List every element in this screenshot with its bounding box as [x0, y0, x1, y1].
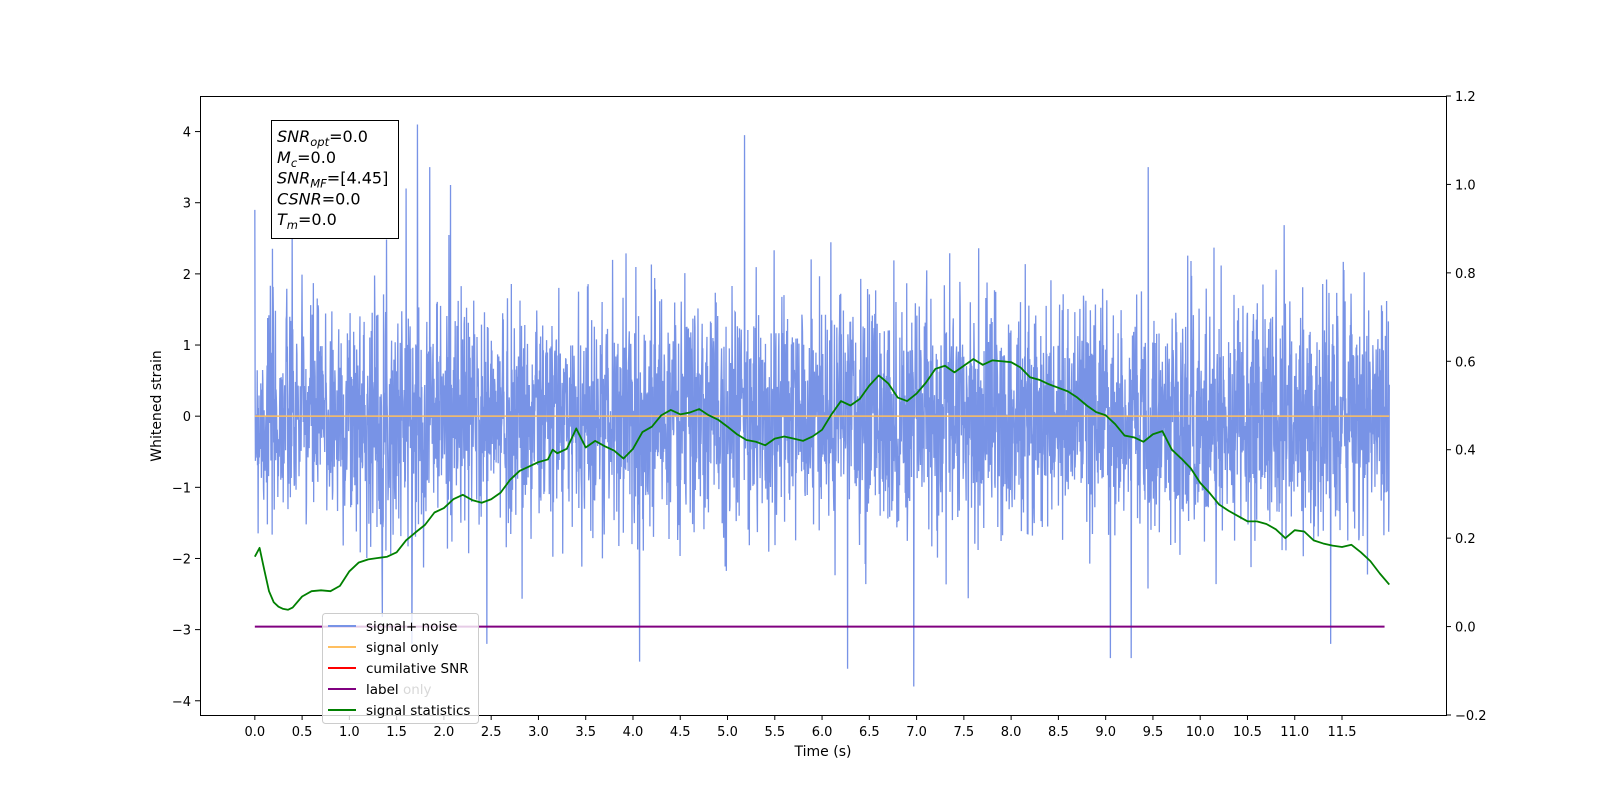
y-tick-label-left: −1 — [172, 481, 191, 496]
info-symbol: T — [277, 210, 288, 229]
x-tick-label: 2.0 — [434, 725, 455, 740]
x-tick-label: 11.5 — [1328, 725, 1357, 740]
legend-label: label — [366, 682, 399, 698]
y-tick-label-left: 3 — [183, 197, 191, 212]
legend-label: cumilative SNR — [366, 661, 469, 677]
x-tick-label: 10.5 — [1233, 725, 1262, 740]
y-tick-label-right: 0.8 — [1455, 267, 1476, 282]
x-tick-label: 2.5 — [481, 725, 502, 740]
info-value: =[4.45] — [327, 169, 389, 188]
x-tick-label: 9.0 — [1095, 725, 1116, 740]
y-tick-label-left: −3 — [172, 624, 191, 639]
info-subscript: m — [287, 218, 298, 232]
y-tick-label-left: 2 — [183, 268, 191, 283]
x-tick-label: 4.0 — [623, 725, 644, 740]
x-tick-label: 1.0 — [339, 725, 360, 740]
series-signal-statistics — [254, 358, 1390, 611]
info-symbol: M — [277, 148, 291, 167]
x-tick-label: 7.0 — [906, 725, 927, 740]
legend-hidden-entry: label only — [366, 682, 432, 698]
y-tick-label-right: 1.0 — [1455, 178, 1476, 193]
x-tick-label: 7.5 — [954, 725, 975, 740]
info-line: SNRMF=[4.45] — [277, 169, 388, 191]
info-value: =0.0 — [322, 189, 361, 208]
y-axis-label: Whitened strain — [149, 350, 165, 461]
x-tick-label: 5.0 — [717, 725, 738, 740]
info-value: =0.0 — [297, 148, 336, 167]
x-tick-label: 1.5 — [386, 725, 407, 740]
info-symbol: SNR — [277, 169, 310, 188]
legend-label: signal+ noise — [366, 619, 457, 635]
info-box-frame — [271, 120, 399, 239]
x-axis-label: Time (s) — [794, 744, 852, 760]
x-tick-label: 8.5 — [1048, 725, 1069, 740]
info-line: SNRopt=0.0 — [277, 127, 368, 149]
y-tick-label-left: 1 — [183, 339, 191, 354]
y-tick-label-right: 0.6 — [1455, 355, 1476, 370]
x-tick-label: 10.0 — [1186, 725, 1215, 740]
axes-frame — [200, 96, 1447, 716]
legend-label: signal statistics — [366, 703, 470, 719]
x-tick-label: 0.5 — [292, 725, 313, 740]
info-value: =0.0 — [329, 127, 368, 146]
x-tick-label: 11.0 — [1280, 725, 1309, 740]
y-tick-label-left: −4 — [172, 695, 191, 710]
x-tick-label: 8.0 — [1001, 725, 1022, 740]
info-symbol: CSNR — [277, 189, 322, 208]
y-tick-label-right: 0.4 — [1455, 444, 1476, 459]
y-tick-label-right: −0.2 — [1455, 709, 1487, 724]
info-line: Tm=0.0 — [277, 210, 337, 232]
legend-frame — [322, 613, 479, 724]
y-tick-label-right: 0.0 — [1455, 621, 1476, 636]
x-tick-label: 6.0 — [812, 725, 833, 740]
y-tick-label-left: 0 — [183, 410, 191, 425]
info-value: =0.0 — [298, 210, 337, 229]
info-symbol: SNR — [277, 127, 310, 146]
y-tick-label-right: 1.2 — [1455, 90, 1476, 105]
y-tick-label-left: −2 — [172, 552, 191, 567]
info-subscript: opt — [310, 135, 329, 149]
legend: label only signal+ noise signal only cumil… — [322, 613, 479, 724]
parameter-info-box: SNRopt=0.0Mc=0.0SNRMF=[4.45]CSNR=0.0Tm=0… — [271, 120, 399, 239]
legend-label: signal only — [366, 640, 439, 656]
axes: 0.0 0.5 1.0 1.5 2.0 2.5 3.0 3.5 4.0 4.5 5.0 5.5 6.0 6… — [172, 90, 1487, 740]
x-tick-label: 0.0 — [244, 725, 265, 740]
x-tick-label: 5.5 — [764, 725, 785, 740]
x-tick-label: 3.0 — [528, 725, 549, 740]
x-tick-label: 4.5 — [670, 725, 691, 740]
info-subscript: c — [291, 156, 298, 170]
x-tick-label: 9.5 — [1143, 725, 1164, 740]
y-tick-label-right: 0.2 — [1455, 532, 1476, 547]
x-tick-label: 3.5 — [575, 725, 596, 740]
info-line: Mc=0.0 — [277, 148, 336, 170]
y-tick-label-left: 4 — [183, 126, 191, 141]
series-signal-plus-noise — [254, 124, 1390, 687]
info-subscript: MF — [310, 177, 327, 191]
info-line: CSNR=0.0 — [277, 189, 361, 208]
x-tick-label: 6.5 — [859, 725, 880, 740]
